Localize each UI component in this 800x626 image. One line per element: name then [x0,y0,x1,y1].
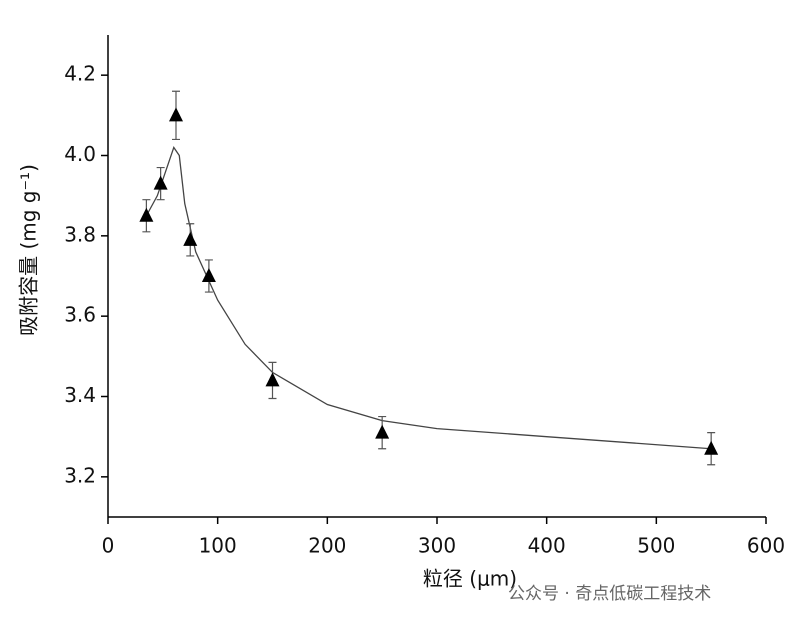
marker [139,207,154,222]
marker [704,440,719,455]
x-tick-label: 400 [528,534,566,558]
watermark: 公众号 · 奇点低碳工程技术 [508,584,711,604]
x-axis-label: 粒径 (μm) [423,567,517,591]
x-tick-label: 600 [747,534,785,558]
x-tick-label: 200 [308,534,346,558]
x-tick-label: 500 [637,534,675,558]
marker [168,107,183,122]
y-tick-label: 4.2 [64,62,96,86]
marker [265,372,280,387]
marker [375,424,390,439]
y-tick-label: 3.8 [64,222,96,246]
marker [183,231,198,246]
marker [201,268,216,282]
x-tick-label: 300 [418,534,456,558]
fit-curve [145,146,712,450]
y-tick-label: 3.6 [64,303,96,327]
marker [153,175,168,190]
x-tick-label: 100 [199,534,237,558]
y-tick-label: 3.4 [64,383,96,407]
x-tick-label: 0 [102,534,115,558]
y-axis-label: 吸附容量 (mg g⁻¹) [17,164,41,336]
y-tick-label: 3.2 [64,463,96,487]
y-tick-label: 4.0 [64,142,96,166]
